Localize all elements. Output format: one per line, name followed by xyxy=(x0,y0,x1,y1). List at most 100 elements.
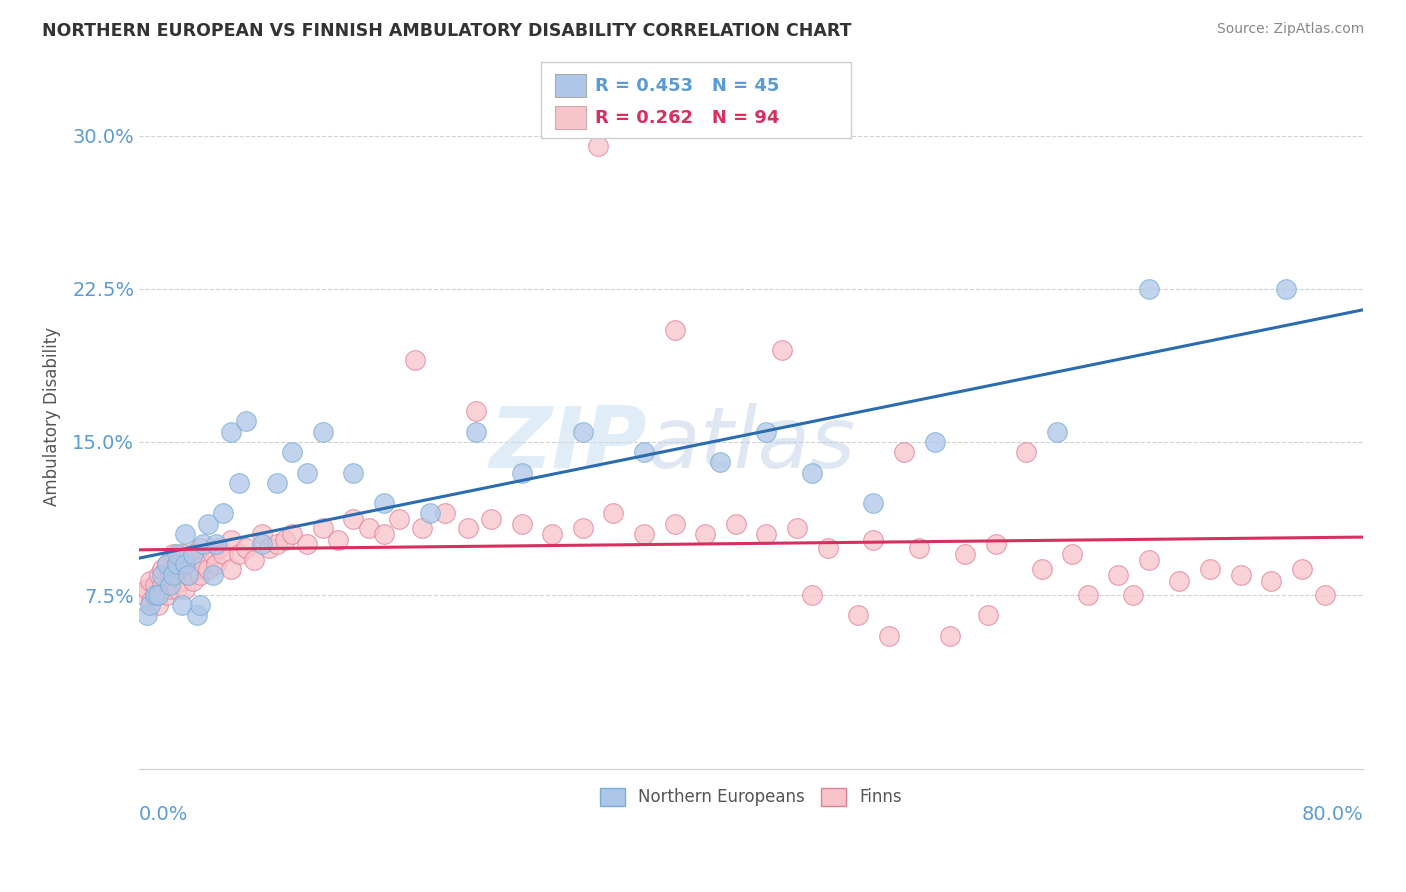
Point xyxy=(755,425,778,439)
Point xyxy=(177,567,200,582)
Point xyxy=(212,547,235,561)
Point xyxy=(586,138,609,153)
Point xyxy=(817,541,839,555)
Point xyxy=(166,558,188,572)
Point xyxy=(801,466,824,480)
Point xyxy=(1229,567,1251,582)
Point xyxy=(156,558,179,572)
Point xyxy=(250,526,273,541)
Point xyxy=(357,521,380,535)
Point xyxy=(846,608,869,623)
Point xyxy=(1077,588,1099,602)
Point xyxy=(219,533,242,547)
Text: atlas: atlas xyxy=(647,403,855,486)
Point xyxy=(464,404,486,418)
Point xyxy=(1062,547,1084,561)
Point xyxy=(228,475,250,490)
Point xyxy=(924,434,946,449)
Point xyxy=(162,574,184,588)
Point xyxy=(419,507,441,521)
Point xyxy=(1015,445,1038,459)
Point xyxy=(862,533,884,547)
Point xyxy=(150,561,173,575)
Point xyxy=(602,507,624,521)
Point xyxy=(162,567,184,582)
Point xyxy=(908,541,931,555)
Point xyxy=(250,537,273,551)
Point xyxy=(281,445,304,459)
Point xyxy=(212,507,235,521)
Point xyxy=(373,496,395,510)
Point xyxy=(166,547,188,561)
Point xyxy=(181,547,204,561)
Point xyxy=(150,567,173,582)
Point xyxy=(197,516,219,531)
Point xyxy=(174,582,197,596)
Point xyxy=(457,521,479,535)
Point xyxy=(273,533,295,547)
Point xyxy=(664,322,686,336)
Point xyxy=(162,547,184,561)
Point xyxy=(159,578,181,592)
Point xyxy=(862,496,884,510)
Point xyxy=(695,526,717,541)
Point xyxy=(479,512,502,526)
Point xyxy=(135,608,157,623)
Point xyxy=(434,507,457,521)
Text: ZIP: ZIP xyxy=(489,403,647,486)
Point xyxy=(235,541,257,555)
Point xyxy=(297,466,319,480)
Point xyxy=(181,574,204,588)
Point xyxy=(190,541,212,555)
Point xyxy=(1260,574,1282,588)
Point xyxy=(166,558,188,572)
Point xyxy=(228,547,250,561)
Point xyxy=(201,547,224,561)
Point xyxy=(1313,588,1336,602)
Point xyxy=(243,553,266,567)
Point xyxy=(297,537,319,551)
Point xyxy=(312,521,335,535)
Point xyxy=(174,558,197,572)
Point xyxy=(150,578,173,592)
Point xyxy=(159,582,181,596)
Point xyxy=(186,608,208,623)
Point xyxy=(281,526,304,541)
Point xyxy=(953,547,976,561)
Point xyxy=(1137,282,1160,296)
Point xyxy=(204,537,226,551)
Text: 80.0%: 80.0% xyxy=(1301,805,1362,824)
Point xyxy=(1199,561,1222,575)
Text: R = 0.262   N = 94: R = 0.262 N = 94 xyxy=(595,109,779,127)
Point xyxy=(326,533,349,547)
Point xyxy=(633,526,655,541)
Point xyxy=(464,425,486,439)
Point xyxy=(633,445,655,459)
Point xyxy=(1275,282,1298,296)
Point xyxy=(170,547,193,561)
Point xyxy=(135,582,157,596)
Point xyxy=(510,466,533,480)
Point xyxy=(146,588,169,602)
Point xyxy=(139,574,162,588)
Point xyxy=(388,512,411,526)
Point xyxy=(755,526,778,541)
Point xyxy=(1291,561,1313,575)
Point xyxy=(201,567,224,582)
Point xyxy=(984,537,1007,551)
Point xyxy=(174,526,197,541)
Point xyxy=(143,578,166,592)
Point xyxy=(373,526,395,541)
Point xyxy=(170,599,193,613)
Point xyxy=(190,599,212,613)
Text: Source: ZipAtlas.com: Source: ZipAtlas.com xyxy=(1216,22,1364,37)
Legend: Northern Europeans, Finns: Northern Europeans, Finns xyxy=(593,781,910,814)
Point xyxy=(143,588,166,602)
Point xyxy=(159,567,181,582)
Point xyxy=(204,558,226,572)
Point xyxy=(939,629,962,643)
Point xyxy=(146,599,169,613)
Point xyxy=(166,582,188,596)
Point xyxy=(197,561,219,575)
Point xyxy=(193,537,215,551)
